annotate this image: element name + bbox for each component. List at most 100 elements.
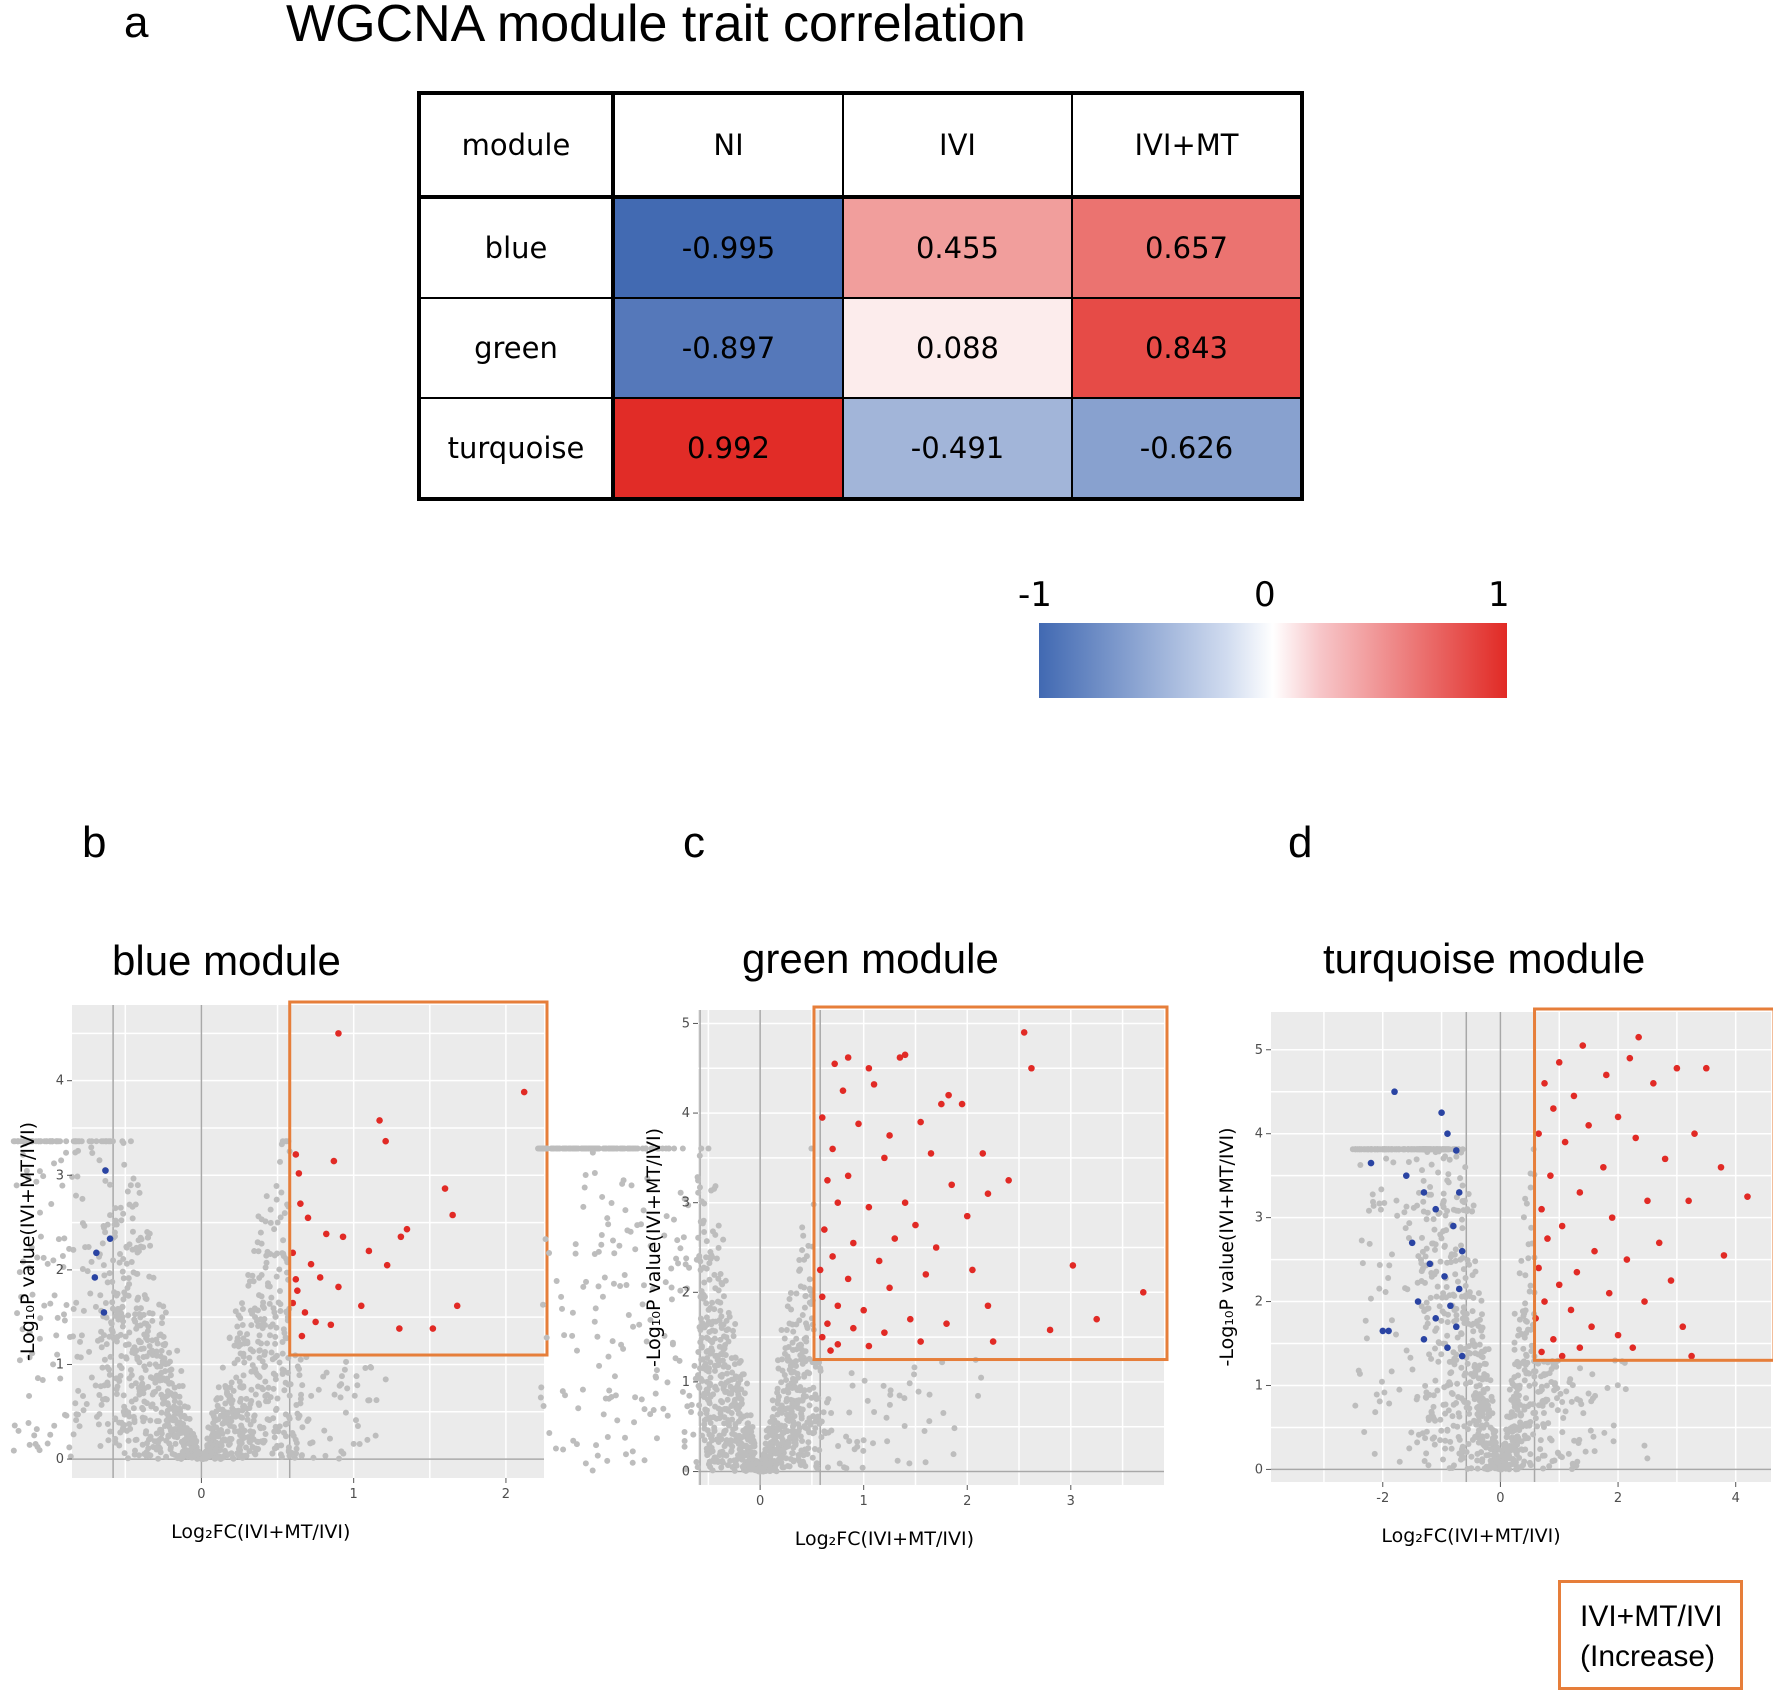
- ns-point: [778, 1447, 785, 1454]
- ns-point: [232, 1428, 239, 1435]
- ns-point: [1435, 1169, 1442, 1176]
- ns-point: [1378, 1378, 1385, 1385]
- ns-point: [1451, 1318, 1458, 1325]
- ns-point: [272, 1340, 279, 1347]
- ns-point: [783, 1327, 790, 1334]
- ns-point: [158, 1391, 165, 1398]
- ns-point: [1512, 1436, 1519, 1443]
- ns-point: [719, 1459, 726, 1466]
- ns-point: [740, 1413, 747, 1420]
- ns-point: [40, 1173, 47, 1180]
- ns-point: [1525, 1255, 1532, 1262]
- ns-point: [761, 1464, 768, 1471]
- ns-point: [723, 1317, 730, 1324]
- up-point: [1550, 1105, 1557, 1112]
- ns-point: [1582, 1448, 1589, 1455]
- ns-point: [1454, 1334, 1461, 1341]
- ns-point: [887, 1391, 894, 1398]
- ns-point: [1483, 1415, 1490, 1422]
- ns-point: [1562, 1408, 1569, 1415]
- ns-point: [647, 1316, 654, 1323]
- ns-point: [224, 1428, 231, 1435]
- up-point: [1588, 1323, 1595, 1331]
- ns-point: [722, 1341, 729, 1348]
- ns-point: [704, 1427, 711, 1434]
- ns-point: [1363, 1335, 1370, 1342]
- ns-point: [77, 1354, 84, 1361]
- ns-point: [921, 1427, 928, 1434]
- ns-point: [1388, 1317, 1395, 1324]
- ns-point: [1458, 1446, 1465, 1453]
- ns-point: [1424, 1209, 1431, 1216]
- ns-point: [732, 1354, 739, 1361]
- ns-point: [1512, 1466, 1519, 1473]
- ns-point: [1490, 1439, 1497, 1446]
- ns-point: [675, 1260, 682, 1267]
- ns-point: [165, 1421, 172, 1428]
- ns-point: [239, 1300, 246, 1307]
- up-point: [383, 1261, 391, 1269]
- ns-point: [1434, 1387, 1441, 1394]
- ns-point: [1396, 1458, 1403, 1465]
- ns-point: [1439, 1146, 1446, 1153]
- ns-point: [806, 1299, 813, 1306]
- heat-cell: 0.992: [612, 397, 844, 500]
- ns-point: [699, 1220, 706, 1227]
- ns-point: [158, 1430, 165, 1437]
- ns-point: [272, 1376, 279, 1383]
- ns-point: [212, 1446, 219, 1453]
- y-tick-label: 0: [682, 1465, 690, 1480]
- ns-point: [113, 1386, 120, 1393]
- ns-point: [273, 1196, 280, 1203]
- ns-point: [665, 1145, 672, 1152]
- y-tick-label: 1: [56, 1357, 64, 1372]
- ns-point: [77, 1338, 84, 1345]
- ns-point: [114, 1290, 121, 1297]
- up-point: [1720, 1252, 1728, 1259]
- ns-point: [804, 1369, 811, 1376]
- up-point: [1541, 1080, 1548, 1087]
- ns-point: [794, 1404, 801, 1411]
- ns-point: [677, 1189, 684, 1196]
- ns-point: [798, 1346, 805, 1353]
- ns-point: [266, 1300, 273, 1307]
- ns-point: [321, 1427, 328, 1434]
- ns-point: [350, 1440, 357, 1447]
- ns-point: [703, 1367, 710, 1374]
- ns-point: [800, 1452, 807, 1459]
- up-point: [1744, 1193, 1751, 1200]
- ns-point: [560, 1446, 567, 1453]
- ns-point: [249, 1310, 256, 1317]
- ns-point: [684, 1285, 691, 1292]
- ns-point: [1466, 1410, 1473, 1417]
- ns-point: [18, 1293, 25, 1300]
- ns-point: [256, 1354, 263, 1361]
- ns-point: [1610, 1422, 1617, 1429]
- ns-point: [76, 1423, 83, 1430]
- ns-point: [51, 1422, 58, 1429]
- ns-point: [85, 1244, 92, 1251]
- ns-point: [789, 1339, 796, 1346]
- up-point: [1579, 1042, 1587, 1049]
- ns-point: [642, 1145, 649, 1152]
- ns-point: [246, 1354, 253, 1361]
- ns-point: [157, 1331, 164, 1338]
- ns-point: [664, 1379, 671, 1386]
- ns-point: [125, 1312, 132, 1319]
- ns-point: [721, 1362, 728, 1369]
- ns-point: [894, 1457, 901, 1464]
- ns-point: [1420, 1177, 1427, 1184]
- ns-point: [652, 1390, 659, 1397]
- ns-point: [681, 1438, 688, 1445]
- up-point: [1591, 1247, 1598, 1255]
- ns-point: [703, 1445, 710, 1452]
- ns-point: [1531, 1373, 1538, 1380]
- ns-point: [88, 1258, 95, 1265]
- ns-point: [282, 1411, 289, 1418]
- ns-point: [145, 1445, 152, 1452]
- ns-point: [153, 1430, 160, 1437]
- ns-point: [846, 1409, 853, 1416]
- ns-point: [1422, 1382, 1429, 1389]
- ns-point: [102, 1299, 109, 1306]
- ns-point: [802, 1292, 809, 1299]
